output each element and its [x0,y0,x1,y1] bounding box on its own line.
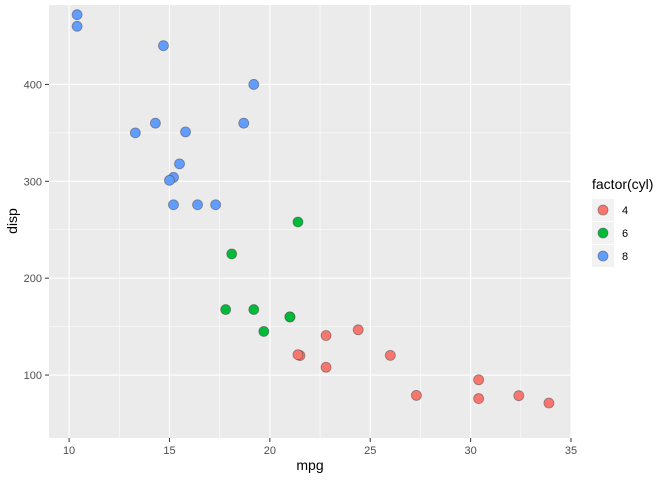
x-tick-label: 25 [364,445,376,457]
point-cyl-4 [473,393,485,404]
point-cyl-8 [174,158,185,170]
y-axis-title: disp [4,208,20,234]
point-cyl-8 [129,127,141,139]
point-cyl-6 [284,311,296,323]
point-cyl-8 [168,199,179,211]
point-cyl-4 [543,397,555,409]
point-cyl-6 [248,304,260,315]
point-cyl-8 [180,126,191,138]
point-cyl-8 [210,199,222,211]
legend-title: factor(cyl) [592,176,653,192]
legend-label-cyl-6: 6 [622,228,628,240]
point-cyl-6 [220,304,232,315]
x-tick-label: 35 [565,445,577,457]
point-cyl-4 [384,349,396,361]
y-tick-label: 200 [24,273,42,285]
point-cyl-8 [71,9,83,21]
legend-key-cyl-8 [597,250,609,262]
point-cyl-4 [411,389,422,401]
y-axis: 100 200 300 400 [24,79,49,382]
point-cyl-4 [320,361,332,373]
minor-gridlines [49,5,571,438]
point-cyl-8 [164,174,175,186]
point-cyl-8 [150,117,161,129]
x-tick-label: 15 [163,445,175,457]
point-cyl-6 [226,248,238,260]
y-tick-label: 300 [24,176,42,188]
point-cyl-8 [248,79,260,90]
point-cyl-4 [473,374,485,386]
legend: factor(cyl) 4 6 8 [592,176,653,267]
point-cyl-4 [292,349,304,361]
point-cyl-8 [192,199,203,211]
point-cyl-8 [238,117,250,129]
x-axis: 10 15 20 25 30 35 [63,438,577,457]
point-cyl-4 [320,330,332,341]
point-cyl-8 [71,20,83,32]
y-tick-label: 100 [24,370,42,382]
y-tick-label: 400 [24,79,42,91]
x-tick-label: 30 [464,445,476,457]
point-cyl-4 [352,324,364,336]
legend-key-cyl-4 [597,204,609,216]
legend-label-cyl-8: 8 [622,251,628,263]
legend-keys: 4 6 8 [592,199,628,267]
point-cyl-4 [513,390,525,402]
legend-label-cyl-4: 4 [622,205,628,217]
x-tick-label: 20 [264,445,276,457]
point-cyl-6 [292,216,304,228]
x-tick-label: 10 [63,445,75,457]
major-gridlines [49,5,572,438]
plot-panel [49,5,571,438]
x-axis-title: mpg [296,457,323,473]
legend-key-cyl-6 [597,227,609,239]
data-points [71,9,555,409]
point-cyl-6 [258,326,270,337]
point-cyl-8 [158,40,169,52]
